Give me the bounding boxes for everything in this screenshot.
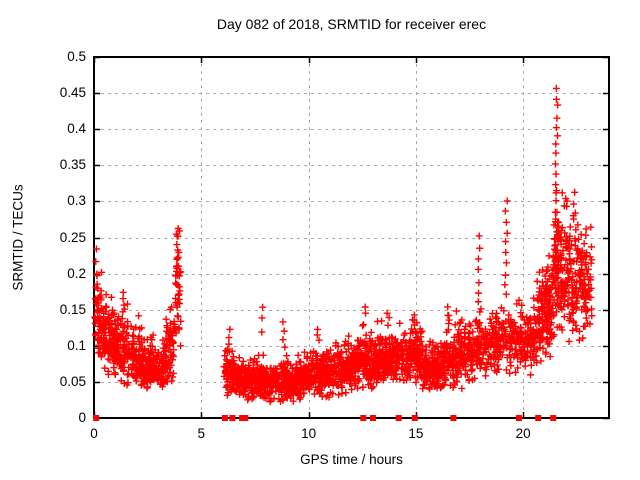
x-tick-label: 0 xyxy=(90,426,98,441)
y-tick-label: 0.2 xyxy=(67,265,86,281)
x-tick-label: 15 xyxy=(408,426,424,441)
x-tick-label: 5 xyxy=(197,426,206,441)
y-tick-label: 0.15 xyxy=(59,301,86,317)
y-tick-label: 0.25 xyxy=(59,229,86,245)
y-tick-label: 0.05 xyxy=(59,373,86,389)
chart-title: Day 082 of 2018, SRMTID for receiver ere… xyxy=(216,16,487,32)
y-tick-label: 0.5 xyxy=(67,49,86,64)
y-tick-label: 0.4 xyxy=(67,121,86,137)
y-tick-label: 0.35 xyxy=(59,157,86,173)
y-tick-label: 0.45 xyxy=(59,85,86,101)
x-tick-label: 10 xyxy=(301,426,317,441)
x-axis-label: GPS time / hours xyxy=(300,452,403,467)
y-tick-label: 0.1 xyxy=(67,337,86,353)
x-tick-label: 20 xyxy=(515,426,531,441)
y-tick-label: 0 xyxy=(78,410,86,425)
y-tick-label: 0.3 xyxy=(67,193,86,209)
